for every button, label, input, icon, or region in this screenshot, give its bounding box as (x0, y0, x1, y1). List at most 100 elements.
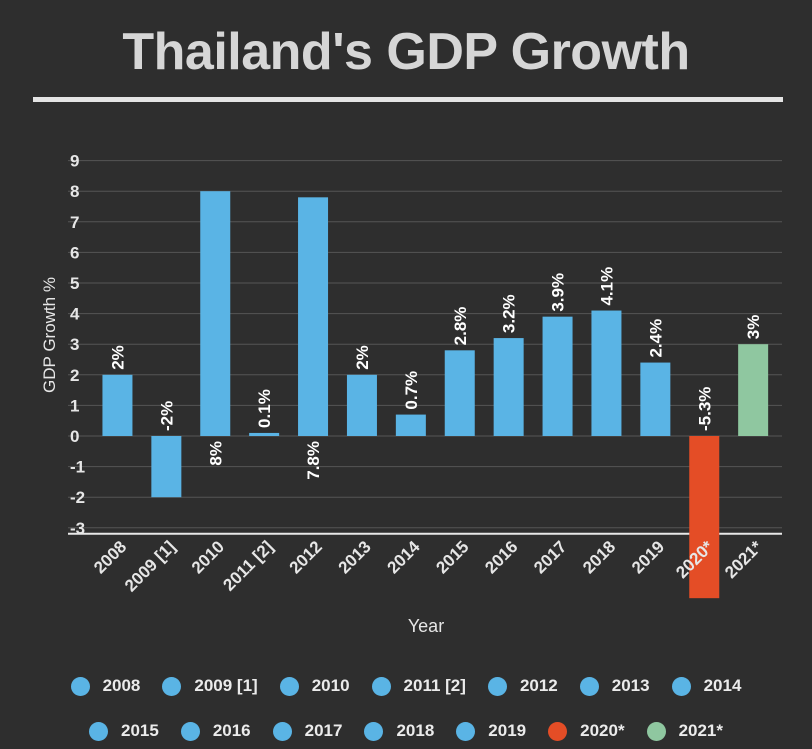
x-tick-label: 2013 (335, 537, 375, 577)
bar-chart: 9 8 7 6 5 4 3 2 1 0 -1 -2 -3 GDP Growth % 2% 2008 -2% 200… (40, 152, 782, 636)
legend-label: 2009 [1] (194, 676, 258, 695)
data-label: 2% (353, 345, 372, 370)
legend-label: 2016 (212, 721, 251, 740)
data-label: 3.2% (500, 294, 519, 333)
x-tick-label: 2015 (432, 537, 472, 577)
legend-item[interactable]: 2011 [2] (371, 676, 466, 696)
data-label: 8% (206, 441, 225, 466)
legend-swatch (487, 676, 507, 696)
legend-item[interactable]: 2018 (364, 721, 434, 741)
y-tick-label: -2 (70, 488, 85, 507)
data-label: -5.3% (695, 387, 714, 431)
legend-label: 2018 (396, 721, 435, 740)
y-tick-label: 3 (70, 335, 79, 354)
legend-label: 2019 (488, 721, 527, 740)
y-tick-label: 8 (70, 182, 79, 201)
legend-item[interactable]: 2008 (70, 676, 140, 696)
legend-item[interactable]: 2015 (88, 721, 159, 741)
legend-row-2: 2015 2016 2017 2018 2019 2020* 2021* (0, 721, 812, 741)
legend-swatch (279, 676, 299, 696)
x-tick-label: 2012 (286, 537, 326, 577)
legend-swatch (548, 721, 568, 741)
legend-row-1: 2008 2009 [1] 2010 2011 [2] 2012 2013 2014 (0, 676, 812, 696)
legend-swatch (162, 676, 182, 696)
x-tick-label: 2008 (90, 537, 130, 577)
legend-item[interactable]: 2012 (487, 676, 558, 696)
legend-item[interactable]: 2010 (279, 676, 350, 696)
data-label: 2.8% (451, 307, 470, 346)
x-tick-label: 2010 (188, 537, 228, 577)
legend-label: 2020* (580, 721, 625, 740)
bar (102, 374, 133, 436)
legend-label: 2011 [2] (403, 676, 466, 695)
legend-swatch (180, 721, 200, 741)
x-axis-title: Year (408, 616, 444, 636)
legend-swatch (371, 676, 391, 696)
y-tick-label: -3 (70, 519, 85, 538)
bar (249, 432, 280, 436)
bar (346, 374, 377, 436)
legend-label: 2021* (678, 721, 723, 740)
legend-item[interactable]: 2013 (579, 676, 650, 696)
data-label: 2.4% (646, 319, 665, 358)
bar (200, 191, 231, 436)
bar (493, 338, 524, 436)
legend-label: 2013 (611, 676, 650, 695)
legend-swatch (671, 676, 691, 696)
legend-label: 2012 (519, 676, 558, 695)
y-tick-label: 7 (70, 213, 79, 232)
y-tick-label: 0 (70, 427, 79, 446)
legend-item[interactable]: 2009 [1] (162, 676, 258, 696)
data-label: 4.1% (597, 267, 616, 306)
data-label: 0.7% (402, 371, 421, 410)
y-axis-title: GDP Growth % (40, 277, 59, 393)
y-tick-label: 1 (70, 396, 79, 415)
x-tick-label: 2014 (383, 537, 424, 578)
bar (689, 436, 720, 599)
title-divider (33, 97, 783, 102)
legend-item[interactable]: 2016 (180, 721, 251, 741)
chart-title: Thailand's GDP Growth (122, 23, 690, 81)
x-tick-label: 2017 (530, 537, 570, 577)
legend-swatch (88, 721, 108, 741)
bar (640, 362, 671, 436)
legend-swatch (272, 721, 292, 741)
x-tick-label: 2019 (628, 537, 668, 577)
y-tick-label: 2 (70, 366, 79, 385)
legend-label: 2017 (304, 721, 343, 740)
bar (542, 316, 573, 436)
legend-swatch (579, 676, 599, 696)
bar (395, 414, 426, 436)
bar (591, 310, 622, 436)
legend-label: 2010 (311, 676, 350, 695)
legend-item[interactable]: 2020* (548, 721, 625, 741)
legend-label: 2015 (120, 721, 159, 740)
x-tick-label: 2018 (579, 537, 619, 577)
legend-label: 2014 (703, 676, 742, 695)
data-label: 3% (744, 315, 763, 340)
bar (444, 350, 475, 436)
legend-swatch (70, 676, 90, 696)
x-tick-label: 2009 [1] (121, 537, 179, 595)
bar (298, 197, 329, 436)
y-tick-label: 6 (70, 243, 79, 262)
data-label: -2% (157, 401, 176, 431)
y-tick-label: -1 (70, 458, 85, 477)
x-tick-label: 2021* (721, 537, 766, 582)
y-tick-label: 9 (70, 152, 79, 171)
legend-item[interactable]: 2019 (456, 721, 526, 741)
legend-item[interactable]: 2017 (272, 721, 343, 741)
data-label: 3.9% (549, 273, 568, 312)
y-tick-label: 4 (70, 305, 80, 324)
x-tick-label: 2016 (481, 537, 521, 577)
y-tick-label: 5 (70, 274, 79, 293)
x-tick-label: 2011 [2] (219, 537, 277, 595)
legend-swatch (364, 721, 384, 741)
data-label: 0.1% (255, 389, 274, 428)
bar (738, 344, 769, 436)
bar (151, 436, 182, 498)
legend-swatch (456, 721, 476, 741)
legend-swatch (646, 721, 666, 741)
legend-item[interactable]: 2021* (646, 721, 723, 741)
legend-item[interactable]: 2014 (671, 676, 742, 696)
